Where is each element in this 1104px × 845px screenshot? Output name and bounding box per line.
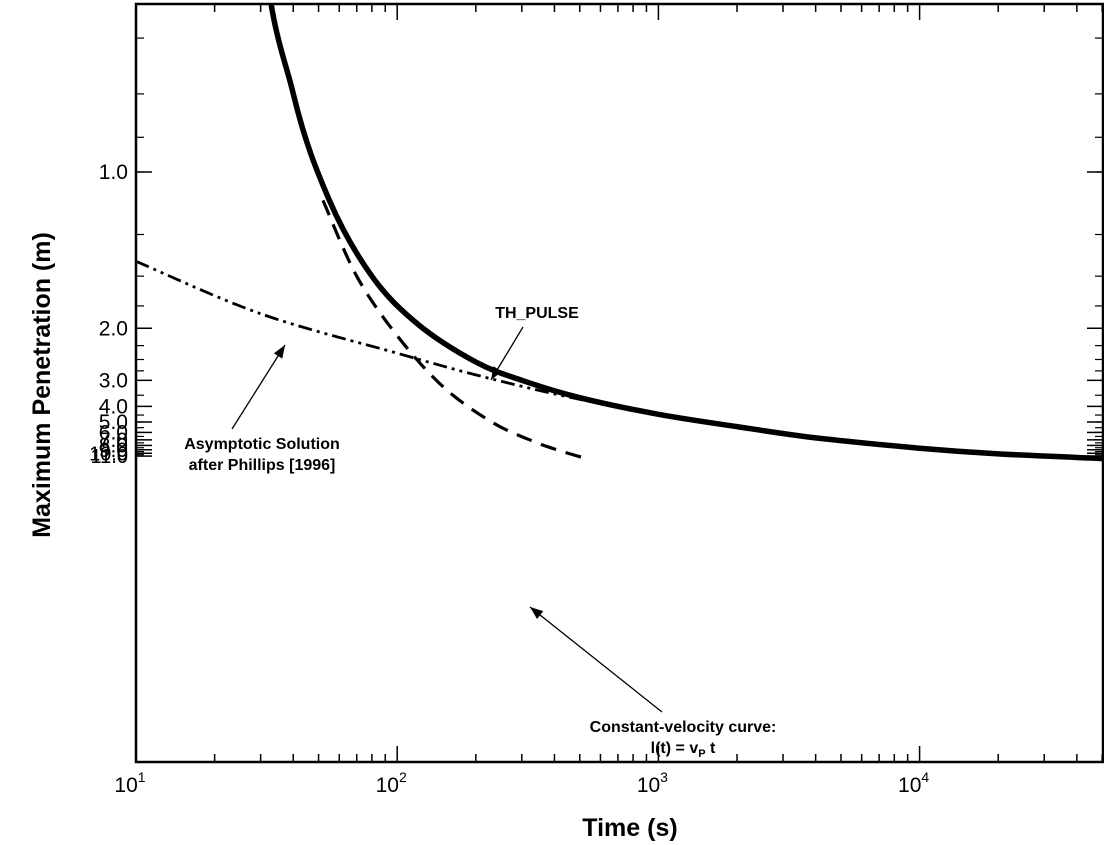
th-pulse-curve <box>268 4 1103 462</box>
y-tick-label: 7.0 <box>99 429 128 452</box>
formula-main: l(t) = v <box>651 740 699 757</box>
x-tick-label: 101 <box>114 769 145 797</box>
asymptotic-arrow-head <box>273 345 285 359</box>
y-tick-label: 8.0 <box>99 434 128 457</box>
y-tick-label: 10.0 <box>89 443 128 465</box>
asymptotic-arrow <box>231 344 286 430</box>
x-tick-label: 102 <box>376 769 407 797</box>
y-tick-label: 6.0 <box>99 421 128 444</box>
y-tick-label: 5.0 <box>99 411 128 434</box>
constant-velocity-label-line1: Constant-velocity curve: <box>590 719 777 736</box>
annotations <box>231 326 663 713</box>
axes <box>134 2 1104 764</box>
asymptotic-label-line2: after Phillips [1996] <box>189 457 336 474</box>
x-tick-label: 104 <box>898 769 929 797</box>
constant-velocity-arrow <box>529 606 663 713</box>
y-tick-label: 1.0 <box>99 161 128 184</box>
y-axis-title: Maximum Penetration (m) <box>28 232 56 538</box>
formula-tail: t <box>706 740 716 757</box>
y-tick-label: 11.0 <box>91 446 128 468</box>
formula-subscript: P <box>698 748 705 760</box>
asymptotic-curve <box>136 260 738 428</box>
th-pulse-label: TH_PULSE <box>495 305 579 322</box>
x-axis-title: Time (s) <box>582 814 677 842</box>
ticks: 101 102 103 104 1.0 2.0 3.0 4.05.06.07.08.09.01… <box>89 4 1103 797</box>
y-tick-label: 2.0 <box>99 317 128 340</box>
x-tick-label: 103 <box>637 769 668 797</box>
y-tick-label: 3.0 <box>99 369 128 392</box>
constant-velocity-label-line2: l(t) = vP t <box>651 740 716 760</box>
th-pulse-arrow-head <box>491 366 502 380</box>
asymptotic-label-line1: Asymptotic Solution <box>184 436 340 453</box>
y-tick-label: 9.0 <box>99 439 128 462</box>
plot-frame <box>134 2 1104 764</box>
y-tick-label: 4.0 <box>99 395 128 418</box>
constant-velocity-arrow-head <box>530 607 544 620</box>
constant-velocity-curve <box>321 199 585 460</box>
curves <box>136 4 1103 462</box>
